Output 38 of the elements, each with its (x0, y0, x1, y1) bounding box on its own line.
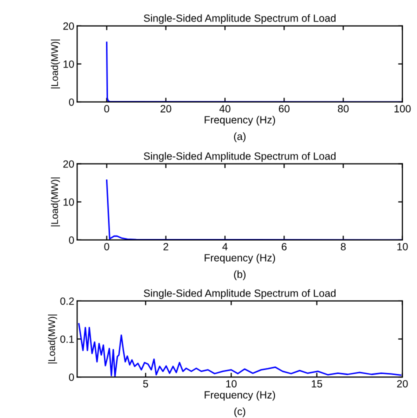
x-tick-label: 20 (397, 380, 408, 388)
line-series (106, 180, 402, 240)
x-tick-label: 15 (312, 380, 322, 388)
x-axis-title: Frequency (Hz) (204, 390, 276, 401)
y-tick-label: 20 (63, 160, 74, 168)
y-tick-label: 10 (64, 60, 74, 68)
x-tick-label: 80 (338, 105, 349, 112)
y-tick-label: 10 (64, 198, 74, 206)
y-tick-label: 0.1 (60, 336, 74, 343)
x-tick-label: 20 (160, 105, 172, 112)
x-tick-label: 10 (397, 242, 408, 250)
y-tick-label: 20 (63, 22, 74, 30)
y-tick-label: 0 (68, 98, 74, 106)
y-axis-title: |Load(MW)| (50, 178, 60, 226)
x-axis-title: Frequency (Hz) (204, 254, 276, 264)
x-tick-label: 8 (340, 242, 346, 250)
x-tick-label: 100 (394, 105, 411, 112)
text: (c) (234, 407, 246, 418)
x-tick-label: 10 (226, 380, 237, 388)
text: (a) (234, 132, 246, 142)
y-tick-label: 0 (68, 236, 74, 244)
text: (b) (234, 270, 246, 280)
y-tick-label: 0 (68, 374, 74, 381)
y-axis-title: |Load(MW)| (48, 314, 58, 364)
x-tick-label: 0 (104, 105, 110, 112)
x-axis-title: Frequency (Hz) (204, 116, 276, 126)
y-tick-label: 0.2 (60, 297, 74, 305)
chart-title: Single-Sided Amplitude Spectrum of Load (144, 14, 336, 24)
x-tick-label: 4 (222, 243, 228, 250)
y-axis-title: |Load(MW)| (50, 40, 60, 88)
x-tick-label: 0 (104, 242, 110, 250)
x-tick-label: 5 (143, 380, 148, 388)
chart-title: Single-Sided Amplitude Spectrum of Load (144, 289, 336, 299)
x-tick-label: 40 (219, 105, 230, 112)
x-tick-label: 60 (278, 105, 290, 112)
chart-title: Single-Sided Amplitude Spectrum of Load (144, 152, 336, 162)
x-tick-label: 6 (282, 242, 287, 250)
x-tick-label: 2 (163, 242, 168, 250)
